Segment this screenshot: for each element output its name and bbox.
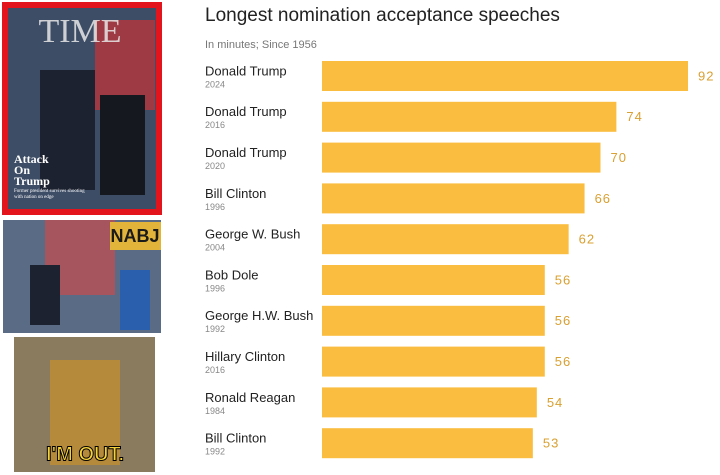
figure bbox=[120, 270, 150, 330]
caption: I'M OUT. bbox=[46, 443, 124, 465]
category-sublabel: 1992 bbox=[205, 324, 225, 334]
figure bbox=[30, 265, 60, 325]
chart-subtitle: In minutes; Since 1956 bbox=[205, 39, 317, 51]
value-label: 56 bbox=[555, 354, 571, 369]
value-label: 66 bbox=[595, 191, 611, 206]
category-label: George W. Bush bbox=[205, 227, 300, 242]
bar bbox=[322, 428, 533, 459]
bar bbox=[322, 61, 688, 91]
category-label: Donald Trump bbox=[205, 104, 287, 119]
category-sublabel: 2016 bbox=[205, 365, 225, 375]
category-sublabel: 1996 bbox=[205, 202, 225, 212]
bar bbox=[322, 265, 545, 295]
category-label: Donald Trump bbox=[205, 63, 287, 78]
masthead: TIME bbox=[38, 13, 121, 50]
value-label: 92 bbox=[698, 68, 714, 83]
value-label: 54 bbox=[547, 395, 563, 410]
deck: Former president survives shooting with … bbox=[14, 189, 85, 200]
category-sublabel: 2016 bbox=[205, 120, 225, 130]
category-sublabel: 1996 bbox=[205, 283, 225, 293]
event-photo: NABJ bbox=[3, 220, 161, 333]
category-sublabel: 1984 bbox=[205, 406, 225, 416]
value-label: 70 bbox=[610, 150, 626, 165]
category-sublabel: 1992 bbox=[205, 447, 225, 457]
bar bbox=[322, 142, 601, 173]
chart-title: Longest nomination acceptance speeches bbox=[205, 5, 560, 26]
cover-image: TIME Attack On Trump Former president su… bbox=[2, 2, 162, 215]
category-sublabel: 2020 bbox=[205, 161, 225, 171]
cover-text: Attack On Trump Former president survive… bbox=[14, 154, 85, 200]
bar bbox=[322, 346, 545, 377]
bar bbox=[322, 101, 617, 132]
value-label: 74 bbox=[626, 109, 642, 124]
bar bbox=[322, 183, 585, 214]
figure bbox=[100, 95, 145, 195]
headline: Attack On Trump bbox=[14, 154, 50, 188]
figure bbox=[40, 70, 95, 190]
value-label: 56 bbox=[555, 313, 571, 328]
sign: NABJ bbox=[110, 226, 159, 246]
bar bbox=[322, 305, 545, 336]
category-label: George H.W. Bush bbox=[205, 308, 313, 323]
category-label: Bill Clinton bbox=[205, 186, 266, 201]
value-label: 53 bbox=[543, 436, 559, 451]
value-label: 62 bbox=[579, 232, 595, 247]
category-label: Ronald Reagan bbox=[205, 390, 295, 405]
category-sublabel: 2024 bbox=[205, 79, 225, 89]
category-label: Donald Trump bbox=[205, 145, 287, 160]
category-sublabel: 2004 bbox=[205, 243, 225, 253]
gif-image: I'M OUT. bbox=[14, 337, 155, 472]
category-label: Bob Dole bbox=[205, 267, 258, 282]
category-label: Bill Clinton bbox=[205, 431, 266, 446]
sign-bg bbox=[110, 222, 161, 250]
category-label: Hillary Clinton bbox=[205, 349, 285, 364]
bar bbox=[322, 224, 569, 255]
figure bbox=[50, 360, 120, 465]
value-label: 56 bbox=[555, 272, 571, 287]
bar bbox=[322, 387, 537, 418]
